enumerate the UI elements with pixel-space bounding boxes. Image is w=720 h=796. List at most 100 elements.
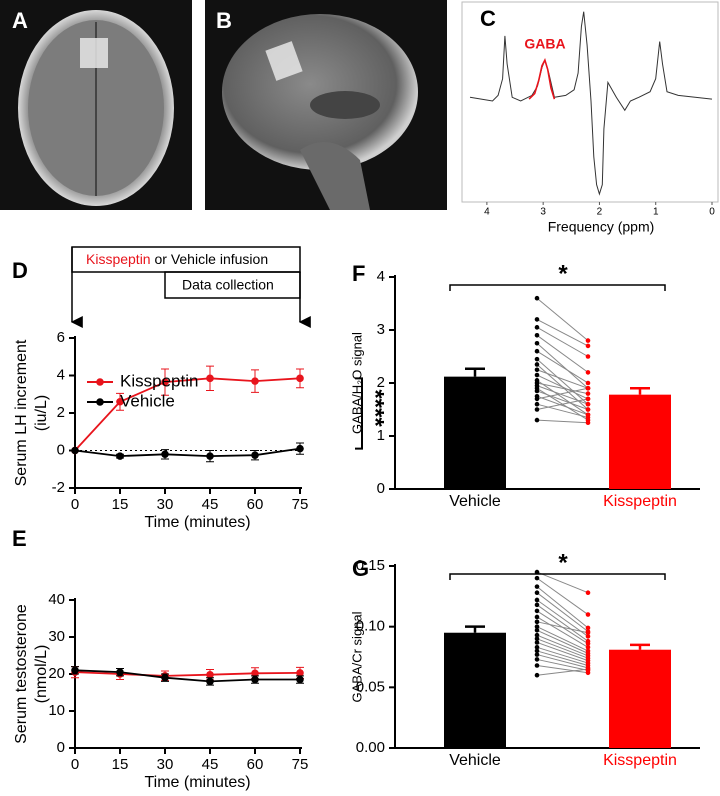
data-point <box>585 370 591 375</box>
x-tick-label: 45 <box>202 496 219 513</box>
data-point <box>534 417 540 423</box>
data-point <box>534 636 540 642</box>
pair-line <box>536 641 589 662</box>
legend-label: Kisspeptin <box>120 371 198 390</box>
x-tick-label: 30 <box>157 756 174 773</box>
data-point <box>585 644 591 650</box>
pair-line <box>536 419 589 424</box>
spectrum-frame <box>461 1 719 203</box>
data-point <box>251 451 259 459</box>
pair-line <box>536 621 589 634</box>
pair-line <box>536 599 589 637</box>
x-tick-label: Vehicle <box>449 493 501 510</box>
data-point <box>534 295 540 301</box>
timeline-rest: or Vehicle infusion <box>154 251 268 267</box>
mri-sagittal: B <box>205 0 447 210</box>
y-axis-label: Serum LH increment <box>13 339 30 486</box>
data-point <box>534 362 540 367</box>
data-point <box>534 672 540 678</box>
error-bar <box>630 643 650 650</box>
data-point <box>534 575 540 581</box>
y-tick-label: 0 <box>57 441 65 458</box>
data-point <box>585 634 591 639</box>
mri-axial: A <box>0 0 192 210</box>
data-point <box>296 374 304 383</box>
pair-line <box>536 390 589 410</box>
bar <box>444 632 506 748</box>
data-point <box>534 401 540 407</box>
data-point <box>71 666 79 675</box>
error-bar <box>465 625 485 633</box>
data-point <box>534 602 540 608</box>
timeline-highlight: Kisspeptin <box>86 251 151 267</box>
spectrum-line <box>528 57 556 100</box>
pair-line <box>536 403 589 418</box>
data-point <box>534 407 540 412</box>
x-tick-label: Kisspeptin <box>603 752 677 769</box>
y-tick-label: 0.05 <box>356 678 385 695</box>
data-point <box>534 632 540 638</box>
x-tick-label: 0 <box>71 496 79 513</box>
y-axis-label: GABA/Cr signal <box>349 611 364 702</box>
pair-line <box>536 638 589 659</box>
y-tick-label: 3 <box>377 321 385 338</box>
data-point <box>161 450 169 459</box>
x-tick-label: 3 <box>540 207 546 218</box>
data-point <box>585 630 591 636</box>
panel-label: C <box>480 6 496 31</box>
pair-line <box>536 616 589 648</box>
pair-line <box>536 592 589 632</box>
pair-line <box>536 379 589 416</box>
data-point <box>296 669 304 677</box>
data-point <box>534 372 540 378</box>
x-tick-label: 15 <box>112 756 129 773</box>
y-tick-label: 4 <box>377 268 385 285</box>
error-bar <box>465 367 485 377</box>
data-point <box>534 325 540 330</box>
pair-line <box>536 664 589 674</box>
data-point <box>534 584 540 589</box>
spectrum-line <box>469 11 713 196</box>
pair-line <box>536 395 589 416</box>
significance-bracket <box>449 284 666 291</box>
data-point <box>585 380 591 386</box>
data-point <box>251 377 259 385</box>
pair-line <box>536 577 589 615</box>
legend-marker <box>96 398 104 406</box>
panel-label: F <box>352 261 365 286</box>
data-point <box>534 388 540 394</box>
x-axis-label: Frequency (ppm) <box>548 219 655 235</box>
bar <box>609 394 671 489</box>
data-point <box>534 657 540 662</box>
data-point <box>585 396 591 402</box>
pair-line <box>536 342 589 389</box>
data-point <box>116 452 124 460</box>
data-point <box>534 628 540 633</box>
x-tick-label: 60 <box>247 756 264 773</box>
pair-line <box>536 350 589 384</box>
panel-label: G <box>352 556 369 581</box>
data-point <box>534 569 540 575</box>
series-line <box>74 671 301 677</box>
pair-line <box>536 358 589 405</box>
data-point <box>534 608 540 614</box>
y-axis-label: (iu/L) <box>33 395 50 431</box>
significance: * <box>558 260 568 287</box>
y-tick-label: 2 <box>377 374 385 391</box>
pair-line <box>536 387 589 400</box>
y-tick-label: 10 <box>48 702 65 719</box>
pair-line <box>536 586 589 629</box>
data-point <box>251 669 259 678</box>
series-line <box>74 447 301 458</box>
x-tick-label: Vehicle <box>449 752 501 769</box>
data-point <box>206 677 214 686</box>
x-tick-label: 15 <box>112 496 129 513</box>
data-point <box>534 648 540 654</box>
data-point <box>534 317 540 322</box>
pair-line <box>536 571 589 594</box>
annotation: GABA <box>524 36 565 52</box>
data-point <box>534 619 540 625</box>
data-point <box>585 407 591 412</box>
data-point <box>534 340 540 346</box>
